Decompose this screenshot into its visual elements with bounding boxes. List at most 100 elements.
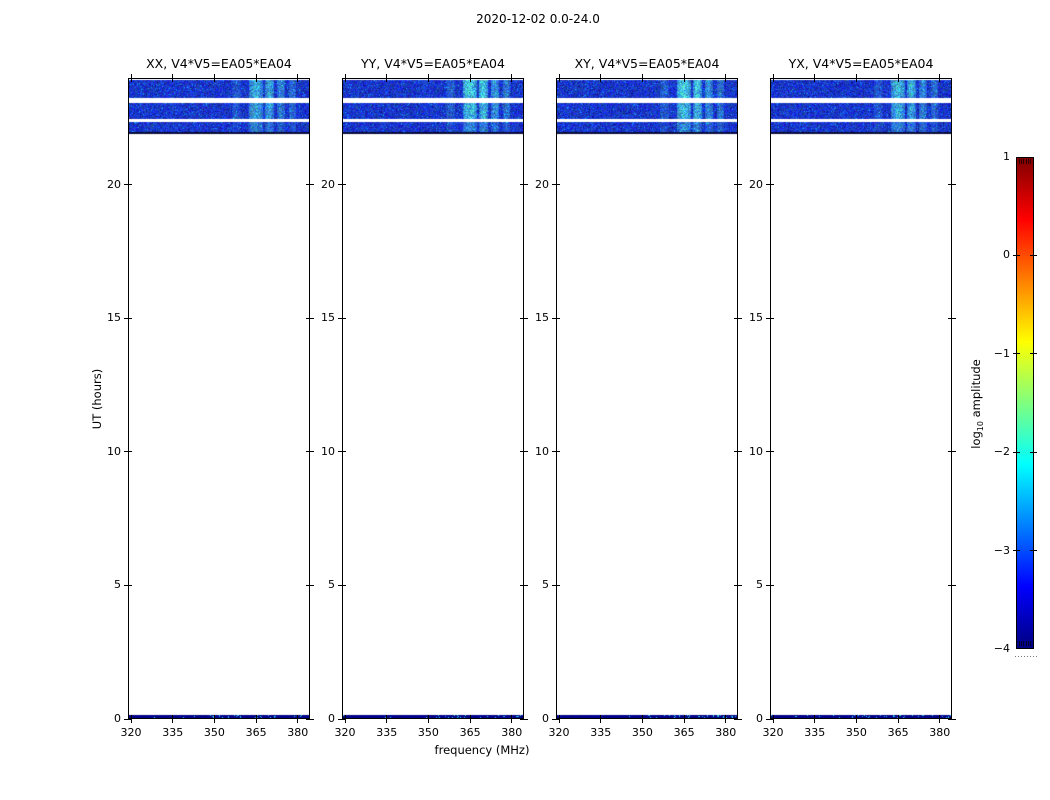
panel-title-xx: XX, V4*V5=EA05*EA04 [146, 56, 292, 71]
y-tick-mark [552, 718, 560, 720]
x-tick-label: 335 [162, 726, 184, 739]
y-tick-mark [734, 718, 742, 720]
colorbar-tick-mark [1013, 353, 1020, 355]
y-tick-mark [124, 451, 132, 453]
y-tick-mark [306, 317, 314, 319]
colorbar-top-hatch-mark [1027, 159, 1029, 164]
y-tick-mark [520, 184, 528, 186]
y-tick-mark [520, 584, 528, 586]
x-tick-label: 320 [762, 726, 784, 739]
x-tick-mark [386, 74, 388, 82]
x-tick-mark [683, 715, 685, 723]
y-tick-mark [338, 317, 346, 319]
x-tick-mark [344, 74, 346, 82]
y-axis-label: UT (hours) [90, 368, 104, 430]
y-tick-label: 20 [107, 177, 121, 191]
y-tick-label: 5 [542, 578, 549, 592]
y-tick-mark [734, 317, 742, 319]
x-tick-mark [897, 715, 899, 723]
x-tick-mark [297, 715, 299, 723]
x-tick-mark [897, 74, 899, 82]
spectrogram-canvas [557, 79, 737, 718]
x-tick-mark [130, 74, 132, 82]
panel-title-xy: XY, V4*V5=EA05*EA04 [574, 56, 720, 71]
y-tick-label: 10 [321, 444, 335, 458]
y-tick-mark [338, 451, 346, 453]
spectrogram-canvas [771, 79, 951, 718]
colorbar-tick-mark [1013, 254, 1020, 256]
y-tick-mark [552, 584, 560, 586]
x-tick-label: 380 [501, 726, 523, 739]
x-tick-label: 365 [673, 726, 695, 739]
x-tick-mark [386, 715, 388, 723]
colorbar-tick-label: −3 [993, 543, 1010, 557]
colorbar-tick-mark [1013, 550, 1020, 552]
figure-title: 2020-12-02 0.0-24.0 [476, 12, 600, 26]
y-tick-mark [306, 184, 314, 186]
x-tick-label: 365 [459, 726, 481, 739]
x-tick-label: 320 [548, 726, 570, 739]
colorbar-tick-label: −2 [993, 445, 1010, 459]
colorbar-bottom-hatch-mark [1023, 641, 1025, 646]
x-tick-mark [814, 74, 816, 82]
x-tick-mark [511, 715, 513, 723]
y-tick-mark [520, 718, 528, 720]
x-tick-mark [213, 74, 215, 82]
panel-title-yx: YX, V4*V5=EA05*EA04 [788, 56, 934, 71]
y-tick-label: 10 [749, 444, 763, 458]
colorbar-axis-label: log10 amplitude [968, 359, 986, 449]
colorbar-top-hatch-mark [1023, 159, 1025, 164]
colorbar-tick-label: 1 [1003, 150, 1010, 163]
y-tick-mark [734, 184, 742, 186]
y-tick-mark [948, 317, 956, 319]
y-tick-mark [948, 451, 956, 453]
colorbar-tick-label: −4 [993, 642, 1010, 655]
y-tick-mark [948, 184, 956, 186]
colorbar-tick-label: 0 [1003, 248, 1010, 262]
x-tick-mark [213, 715, 215, 723]
y-tick-label: 5 [114, 578, 121, 592]
y-tick-mark [766, 451, 774, 453]
x-tick-mark [172, 715, 174, 723]
y-tick-mark [520, 451, 528, 453]
x-tick-mark [855, 715, 857, 723]
y-tick-mark [766, 184, 774, 186]
colorbar-bottom-hatch-mark [1025, 641, 1027, 646]
colorbar-tick-mark [1030, 451, 1037, 453]
x-tick-label: 335 [376, 726, 398, 739]
y-tick-label: 10 [107, 444, 121, 458]
colorbar-tick-mark [1030, 353, 1037, 355]
colorbar-tick-mark [1030, 254, 1037, 256]
y-tick-label: 15 [321, 311, 335, 325]
y-tick-mark [766, 718, 774, 720]
x-tick-mark [939, 715, 941, 723]
y-tick-label: 15 [535, 311, 549, 325]
panel-title-yy: YY, V4*V5=EA05*EA04 [361, 56, 505, 71]
x-tick-mark [511, 74, 513, 82]
colorbar-top-hatch-mark [1025, 159, 1027, 164]
y-tick-mark [552, 317, 560, 319]
x-tick-mark [725, 715, 727, 723]
colorbar-top-hatch-mark [1021, 159, 1023, 164]
x-tick-mark [255, 715, 257, 723]
x-tick-mark [172, 74, 174, 82]
y-tick-mark [948, 718, 956, 720]
y-tick-label: 5 [756, 578, 763, 592]
y-tick-label: 20 [535, 177, 549, 191]
colorbar-top-hatch-mark [1019, 159, 1020, 164]
y-tick-mark [124, 584, 132, 586]
y-tick-mark [306, 584, 314, 586]
colorbar [1016, 157, 1034, 649]
colorbar-gradient [1017, 158, 1033, 648]
x-tick-mark [855, 74, 857, 82]
x-tick-label: 350 [631, 726, 653, 739]
x-tick-mark [725, 74, 727, 82]
x-axis-label: frequency (MHz) [434, 743, 530, 757]
y-tick-mark [124, 317, 132, 319]
y-tick-label: 20 [749, 177, 763, 191]
y-tick-label: 0 [542, 712, 549, 725]
x-tick-mark [683, 74, 685, 82]
x-tick-mark [558, 74, 560, 82]
x-tick-mark [469, 74, 471, 82]
